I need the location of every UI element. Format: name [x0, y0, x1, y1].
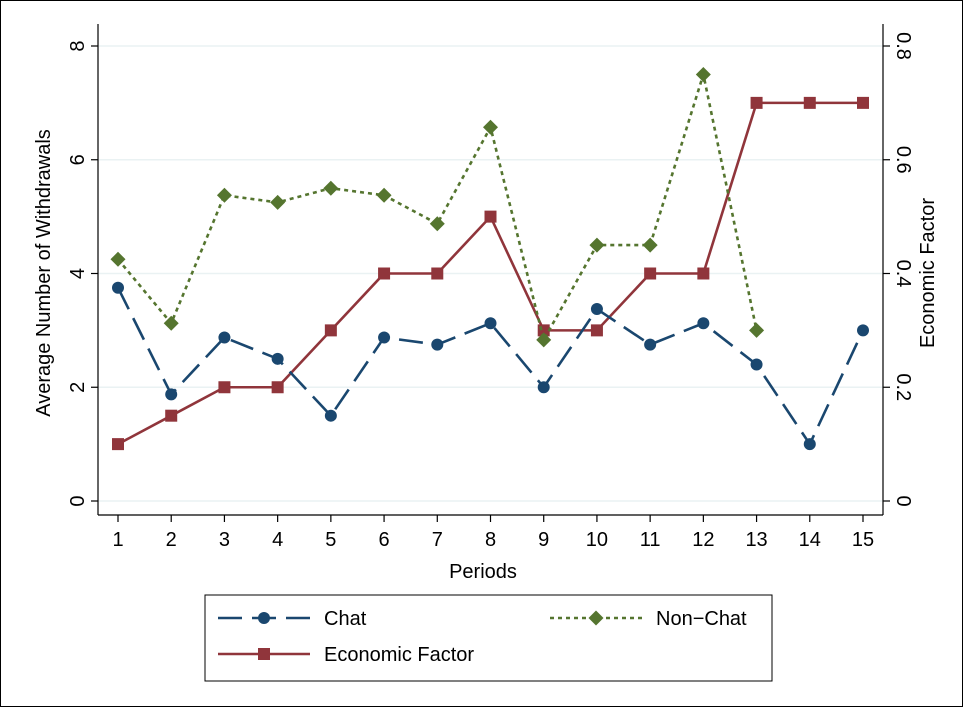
x-tick-label: 8: [485, 529, 496, 551]
x-tick-label: 13: [745, 529, 767, 551]
data-point-economic-factor: [484, 210, 497, 223]
y-right-tick-label: 0.4: [892, 260, 914, 288]
x-tick-label: 10: [586, 529, 608, 551]
y-right-tick-label: 0.2: [892, 373, 914, 401]
data-point-non-chat: [216, 187, 232, 203]
data-point-non-chat: [429, 216, 445, 232]
y-tick-label: 8: [67, 40, 89, 51]
data-point-economic-factor: [218, 381, 231, 394]
data-point-economic-factor: [378, 267, 391, 280]
x-axis-label: Periods: [449, 561, 517, 583]
x-tick-label: 3: [219, 529, 230, 551]
series-chat: [112, 281, 869, 451]
data-point-chat: [112, 281, 124, 294]
legend-item-economic-factor: Economic Factor: [218, 644, 474, 666]
data-point-economic-factor: [112, 438, 124, 451]
data-point-non-chat: [695, 66, 711, 82]
data-point-chat: [218, 331, 231, 344]
data-point-non-chat: [749, 322, 765, 338]
data-point-economic-factor: [271, 381, 284, 394]
data-point-chat: [537, 381, 550, 394]
data-point-non-chat: [376, 187, 392, 203]
data-point-economic-factor: [644, 267, 657, 280]
data-point-non-chat: [163, 315, 179, 331]
data-point-chat: [590, 303, 603, 316]
legend-label: Economic Factor: [324, 644, 474, 666]
data-point-non-chat: [483, 119, 498, 135]
data-point-economic-factor: [857, 96, 869, 109]
y-tick-label: 2: [67, 382, 89, 393]
legend-swatch-marker: [258, 648, 270, 660]
legend: Chat Non−Chat Economic Factor: [204, 594, 773, 682]
legend-swatch-marker: [258, 612, 270, 624]
legend-box: [204, 594, 773, 682]
data-point-economic-factor: [431, 267, 444, 280]
data-point-non-chat: [110, 251, 126, 267]
data-point-chat: [165, 388, 178, 401]
y-axis-right-label: Economic Factor: [917, 198, 939, 348]
x-tick-label: 11: [640, 529, 661, 551]
data-point-economic-factor: [590, 324, 603, 337]
x-tick-label: 12: [692, 529, 714, 551]
data-point-economic-factor: [697, 267, 710, 280]
data-point-chat: [857, 324, 869, 337]
x-tick-label: 9: [538, 529, 549, 551]
data-point-chat: [750, 358, 763, 371]
x-tick-label: 14: [799, 529, 821, 551]
legend-label: Chat: [324, 608, 367, 630]
x-tick-label: 7: [432, 529, 443, 551]
data-point-non-chat: [536, 332, 552, 348]
data-point-non-chat: [589, 237, 605, 253]
data-point-non-chat: [642, 237, 658, 253]
data-point-economic-factor: [750, 96, 763, 109]
data-point-chat: [697, 317, 710, 330]
x-tick-label: 1: [112, 529, 123, 551]
x-tick-label: 15: [852, 529, 874, 551]
data-point-chat: [484, 317, 497, 330]
data-point-economic-factor: [324, 324, 337, 337]
y-right-tick-label: 0.8: [892, 32, 914, 60]
y-tick-label: 0: [67, 495, 89, 506]
y-tick-label: 6: [67, 154, 89, 165]
axes: 0 02 0.24 0.46 0.68 0.81 2 3 4 5 6 7 8 9 10 11 12 13 14 15: [67, 24, 914, 551]
data-point-chat: [324, 409, 337, 422]
data-point-chat: [271, 352, 284, 365]
x-tick-label: 2: [166, 529, 177, 551]
data-point-chat: [378, 331, 391, 344]
data-point-chat: [803, 438, 816, 451]
legend-item-chat: Chat: [218, 608, 367, 630]
data-point-economic-factor: [165, 409, 178, 422]
series-economic-factor: [112, 96, 869, 451]
x-tick-label: 5: [325, 529, 336, 551]
x-tick-label: 4: [272, 529, 283, 551]
series-non-chat: [110, 66, 765, 348]
y-axis-label: Average Number of Withdrawals: [33, 129, 55, 417]
x-tick-label: 6: [379, 529, 390, 551]
legend-item-non-chat: Non−Chat: [550, 608, 747, 630]
legend-label: Non−Chat: [656, 608, 747, 630]
y-right-tick-label: 0.6: [892, 146, 914, 174]
data-point-chat: [431, 338, 444, 351]
data-point-non-chat: [323, 180, 339, 196]
legend-swatch-marker: [588, 610, 604, 626]
y-tick-label: 4: [67, 268, 89, 279]
data-point-economic-factor: [803, 96, 816, 109]
series-line-chat: [116, 287, 865, 447]
series-layer: [110, 66, 869, 451]
data-point-chat: [644, 338, 657, 351]
y-right-tick-label: 0: [892, 495, 914, 506]
data-point-non-chat: [270, 194, 286, 210]
